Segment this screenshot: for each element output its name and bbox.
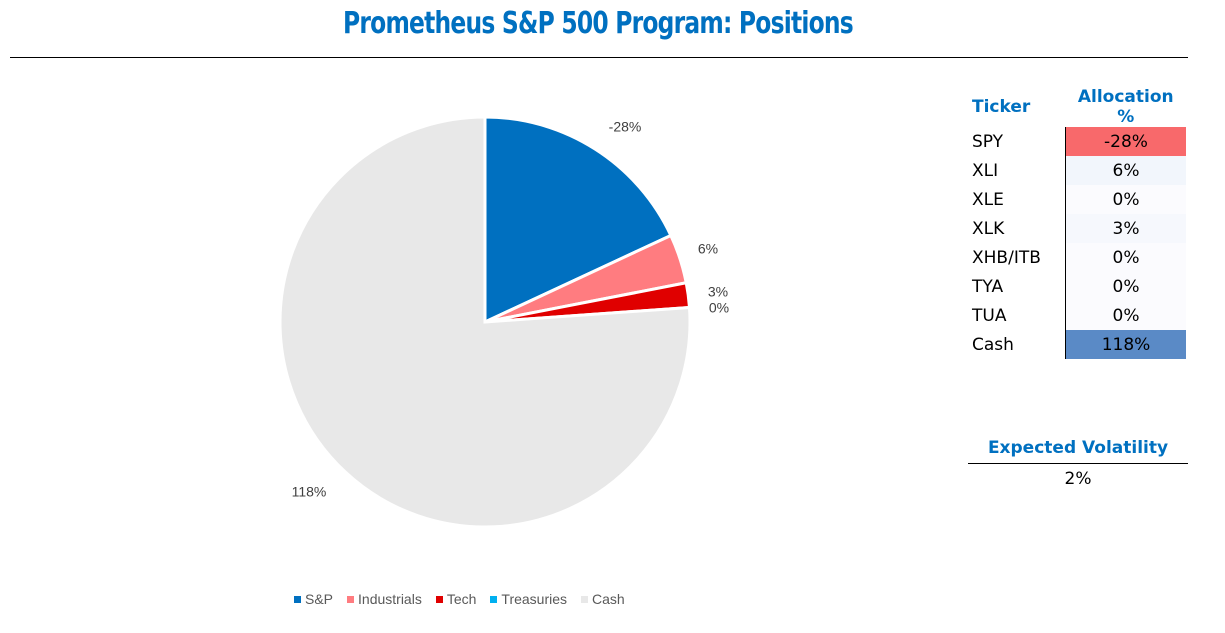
table-header-row: Ticker Allocation % bbox=[968, 87, 1186, 127]
ticker-cell: TUA bbox=[972, 305, 1007, 326]
legend-label-s-p: S&P bbox=[305, 591, 334, 607]
table-row: XLK 3% bbox=[968, 214, 1186, 243]
allocation-cell: 0% bbox=[1065, 185, 1186, 214]
allocation-cell: 6% bbox=[1065, 156, 1186, 185]
table-row: Cash 118% bbox=[968, 330, 1186, 359]
table-row: SPY -28% bbox=[968, 127, 1186, 156]
page-title: Prometheus S&P 500 Program: Positions bbox=[343, 6, 854, 41]
ticker-cell: XLE bbox=[972, 189, 1004, 210]
table-row: TUA 0% bbox=[968, 301, 1186, 330]
allocation-cell: -28% bbox=[1065, 127, 1186, 156]
table-row: XLI 6% bbox=[968, 156, 1186, 185]
legend-item-industrials: Industrials bbox=[347, 591, 422, 607]
allocation-cell: 0% bbox=[1065, 243, 1186, 272]
ticker-cell: XLK bbox=[972, 218, 1005, 239]
allocation-cell: 3% bbox=[1065, 214, 1186, 243]
legend-label-industrials: Industrials bbox=[358, 591, 422, 607]
volatility-value: 2% bbox=[1064, 469, 1092, 489]
ticker-cell: XHB/ITB bbox=[972, 247, 1041, 268]
allocation-cell: 0% bbox=[1065, 301, 1186, 330]
data-label-industrials: 6% bbox=[698, 241, 718, 257]
volatility-label: Expected Volatility bbox=[987, 438, 1169, 458]
data-label-s-p: -28% bbox=[609, 119, 642, 135]
ticker-cell: TYA bbox=[972, 276, 1004, 297]
table-row: XHB/ITB 0% bbox=[968, 243, 1186, 272]
allocation-cell: 0% bbox=[1065, 272, 1186, 301]
data-label-tech: 3% bbox=[708, 284, 728, 300]
chart-legend: S&P Industrials Tech Treasuries Cash bbox=[294, 591, 625, 607]
legend-item-tech: Tech bbox=[435, 591, 477, 607]
data-label-cash: 118% bbox=[292, 484, 327, 500]
ticker-cell: SPY bbox=[972, 131, 1004, 152]
legend-swatch-treasuries bbox=[490, 595, 498, 603]
pie-slice-cash bbox=[278, 115, 692, 529]
pie-slice-s-p bbox=[483, 115, 673, 325]
legend-item-treasuries: Treasuries bbox=[490, 591, 567, 607]
allocation-cell: 118% bbox=[1065, 330, 1186, 359]
allocation-table: Ticker Allocation % SPY -28% XLI 6% XLE 0% XLK… bbox=[968, 87, 1186, 359]
legend-swatch-s-p bbox=[294, 595, 301, 603]
legend-item-s-p: S&P bbox=[294, 591, 333, 607]
table-row: XLE 0% bbox=[968, 185, 1186, 214]
ticker-header: Ticker bbox=[972, 97, 1031, 117]
table-row: TYA 0% bbox=[968, 272, 1186, 301]
volatility-divider bbox=[968, 463, 1188, 464]
allocation-header: Allocation % bbox=[1077, 87, 1174, 127]
legend-label-treasuries: Treasuries bbox=[501, 591, 568, 607]
legend-label-cash: Cash bbox=[592, 591, 625, 607]
legend-label-tech: Tech bbox=[446, 591, 477, 607]
legend-swatch-cash bbox=[581, 595, 589, 603]
pie-chart: -28% 6% 3%0% 118% bbox=[278, 115, 729, 529]
ticker-cell: Cash bbox=[972, 334, 1014, 355]
ticker-cell: XLI bbox=[972, 160, 999, 181]
legend-swatch-industrials bbox=[347, 595, 355, 603]
legend-item-cash: Cash bbox=[581, 591, 625, 607]
data-label-treasuries: 0% bbox=[709, 300, 729, 316]
legend-swatch-tech bbox=[435, 595, 443, 603]
title-divider bbox=[10, 57, 1188, 58]
